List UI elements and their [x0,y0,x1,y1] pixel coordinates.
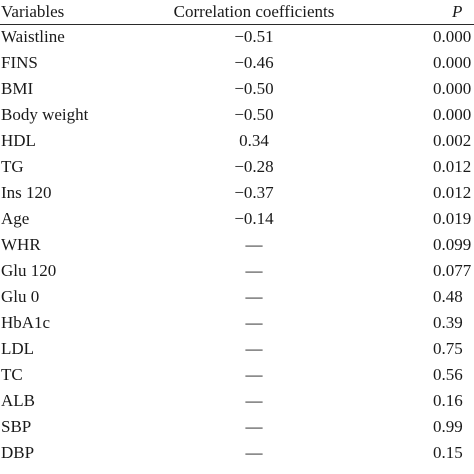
cell-variable: FINS [1,53,38,72]
table-row: LDL — 0.75 [0,336,474,362]
header-divider [0,24,474,25]
cell-variable: LDL [1,339,35,358]
table-row: HbA1c — 0.39 [0,310,474,336]
cell-correlation: −0.50 [234,105,274,124]
table-row: HDL 0.34 0.002 [0,128,474,154]
cell-variable: Waistline [1,27,65,46]
cell-correlation: −0.51 [234,27,274,46]
cell-p-value: 0.99 [433,417,463,436]
cell-p-value: 0.002 [433,131,472,150]
table-row: BMI −0.50 0.000 [0,76,474,102]
cell-correlation: — [245,261,263,280]
cell-variable: SBP [1,417,32,436]
cell-p-value: 0.000 [433,79,472,98]
cell-correlation: — [245,391,263,410]
cell-variable: TG [1,157,24,176]
cell-p-value: 0.077 [433,261,472,280]
cell-variable: BMI [1,79,34,98]
cell-variable: Glu 120 [1,261,57,280]
cell-variable: TC [1,365,23,384]
table-row: Age −0.14 0.019 [0,206,474,232]
cell-variable: Glu 0 [1,287,40,306]
table-header-row: Variables Correlation coefficients P [0,0,474,26]
table-row: TG −0.28 0.012 [0,154,474,180]
table-row: Glu 0 — 0.48 [0,284,474,310]
cell-correlation: −0.14 [234,209,274,228]
table-row: SBP — 0.99 [0,414,474,440]
header-variables: Variables [1,2,65,21]
cell-correlation: — [245,365,263,384]
table-row: Body weight −0.50 0.000 [0,102,474,128]
cell-correlation: — [245,339,263,358]
cell-correlation: −0.28 [234,157,274,176]
cell-variable: Body weight [1,105,89,124]
cell-correlation: — [245,417,263,436]
table-body: Waistline −0.51 0.000 FINS −0.46 0.000 BMI −0.5… [0,24,474,466]
cell-correlation: 0.34 [239,131,269,150]
table-row: Waistline −0.51 0.000 [0,24,474,50]
cell-p-value: 0.000 [433,27,472,46]
cell-correlation: — [245,313,263,332]
cell-variable: DBP [1,443,35,462]
cell-correlation: −0.50 [234,79,274,98]
cell-correlation: −0.37 [234,183,274,202]
cell-p-value: 0.15 [433,443,463,462]
cell-p-value: 0.48 [433,287,463,306]
cell-p-value: 0.000 [433,105,472,124]
table-row: WHR — 0.099 [0,232,474,258]
cell-p-value: 0.75 [433,339,463,358]
cell-p-value: 0.019 [433,209,472,228]
table-row: FINS −0.46 0.000 [0,50,474,76]
table-row: Glu 120 — 0.077 [0,258,474,284]
cell-variable: Ins 120 [1,183,52,202]
table-row: Ins 120 −0.37 0.012 [0,180,474,206]
cell-variable: HbA1c [1,313,51,332]
cell-p-value: 0.16 [433,391,463,410]
cell-p-value: 0.012 [433,183,472,202]
cell-variable: ALB [1,391,35,410]
cell-p-value: 0.56 [433,365,463,384]
cell-p-value: 0.000 [433,53,472,72]
cell-p-value: 0.39 [433,313,463,332]
table-row: TC — 0.56 [0,362,474,388]
cell-variable: WHR [1,235,41,254]
cell-correlation: −0.46 [234,53,274,72]
cell-correlation: — [245,235,263,254]
table-row: ALB — 0.16 [0,388,474,414]
cell-correlation: — [245,287,263,306]
header-correlation: Correlation coefficients [173,2,335,21]
cell-p-value: 0.099 [433,235,472,254]
header-p: P [452,2,463,21]
cell-variable: Age [1,209,30,228]
cell-correlation: — [245,443,263,462]
cell-variable: HDL [1,131,36,150]
table-row: DBP — 0.15 [0,440,474,466]
cell-p-value: 0.012 [433,157,472,176]
